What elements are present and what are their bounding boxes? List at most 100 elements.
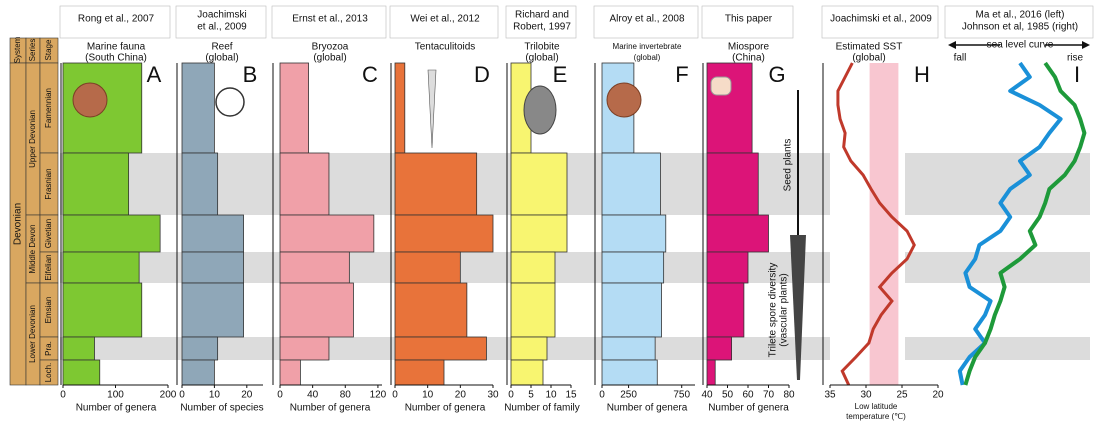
x-axis-label: temperature (℃) (846, 412, 906, 421)
bar (62, 152, 130, 216)
strat-header: System (13, 36, 22, 63)
panel-title: (China) (732, 53, 765, 64)
panel-reference: Wei et al., 2012 (410, 14, 480, 25)
x-tick-label: 0 (508, 390, 514, 401)
arrow-head (948, 41, 956, 49)
panel-title: Marine invertebrate (613, 42, 682, 51)
panel-header-box (59, 5, 171, 39)
stage-label: Pra. (44, 341, 53, 356)
panel-letter: G (768, 62, 785, 87)
bar (601, 152, 661, 216)
panel-title: (global) (525, 53, 558, 64)
panel-letter: A (147, 62, 162, 87)
bar (394, 359, 445, 386)
x-tick-label: 30 (860, 390, 872, 401)
x-axis-label: Number of genera (290, 403, 371, 414)
bar (394, 336, 487, 361)
panel-title: (South China) (85, 53, 147, 64)
fall-label: fall (954, 53, 967, 64)
x-tick-label: 20 (241, 390, 253, 401)
bar (601, 359, 658, 386)
panel-reference: Ma et al., 2016 (left) (976, 10, 1065, 21)
panel-header-box (944, 5, 1094, 39)
sst-band (869, 63, 899, 385)
strat-header: Stage (44, 39, 53, 60)
arrow-head (1082, 41, 1090, 49)
sea-level-line (963, 61, 1087, 386)
bar (279, 359, 301, 386)
panel-letter: I (1074, 62, 1080, 87)
x-axis-label: Number of genera (76, 403, 157, 414)
panel-title: Trilobite (524, 42, 560, 53)
bar (510, 251, 556, 284)
panel-letter: D (474, 62, 490, 87)
x-tick-label: 30 (487, 390, 499, 401)
x-axis-label: Number of genera (708, 403, 789, 414)
x-axis-label: Number of species (180, 403, 263, 414)
bar (279, 152, 330, 216)
bar (510, 152, 568, 216)
stage-label: Famennian (44, 88, 53, 128)
panel-letter: F (675, 62, 688, 87)
panel-reference: Johnson et al, 1985 (right) (962, 22, 1078, 33)
panel-header-box (505, 5, 577, 39)
panel-title: (global) (852, 53, 885, 64)
bar (62, 336, 95, 361)
tentaculite-icon (427, 69, 437, 149)
bar (181, 214, 244, 253)
x-tick-label: 40 (701, 390, 713, 401)
x-tick-label: 750 (673, 390, 690, 401)
x-tick-label: 0 (277, 390, 283, 401)
panel-header-box (821, 5, 939, 39)
shell-icon (606, 82, 642, 118)
panel-title: Miospore (728, 42, 770, 53)
bar (62, 214, 161, 253)
bar (181, 359, 215, 386)
panel-title: (global) (634, 53, 661, 62)
panel-reference: Richard and (515, 10, 569, 21)
x-axis-label: Number of genera (607, 403, 688, 414)
panel-header-box (701, 5, 794, 39)
stage-band (905, 337, 1090, 360)
shell-icon (72, 82, 108, 118)
panel-header-box (593, 5, 699, 39)
x-tick-label: 0 (599, 390, 605, 401)
panel-letter: C (362, 62, 378, 87)
panel-letter: E (553, 62, 568, 87)
panel-reference: Ernst et al., 2013 (292, 14, 368, 25)
stage-band (905, 252, 1090, 283)
bar (706, 152, 759, 216)
x-tick-label: 0 (179, 390, 185, 401)
series-label: Lower Devonian (28, 305, 37, 363)
bar (706, 336, 733, 361)
bar (601, 336, 656, 361)
panel-reference: Rong et al., 2007 (78, 14, 155, 25)
bar (279, 251, 350, 284)
stage-label: Frasnian (44, 168, 53, 199)
x-tick-label: 15 (565, 390, 577, 401)
bar (706, 251, 749, 284)
panel-letter: B (243, 62, 258, 87)
bar (279, 62, 309, 154)
panel-reference: Joachimski et al., 2009 (830, 14, 932, 25)
bar (706, 282, 745, 338)
bar (601, 214, 667, 253)
bar (181, 336, 219, 361)
panel-header-box (175, 5, 267, 39)
x-tick-label: 20 (932, 390, 944, 401)
trilobite-icon (523, 85, 557, 135)
x-tick-label: 0 (392, 390, 398, 401)
spore-wedge (790, 235, 806, 380)
stage-band (905, 153, 1090, 215)
spore-label: (vascular plants) (779, 273, 790, 346)
x-axis-label: Number of family (504, 403, 580, 414)
x-tick-label: 10 (209, 390, 221, 401)
series-label: Middle Devon (28, 225, 37, 274)
bar (62, 359, 101, 386)
bar (62, 251, 140, 284)
bar (601, 251, 665, 284)
x-tick-label: 5 (528, 390, 534, 401)
bar (510, 282, 556, 338)
panel-title: (global) (205, 53, 238, 64)
